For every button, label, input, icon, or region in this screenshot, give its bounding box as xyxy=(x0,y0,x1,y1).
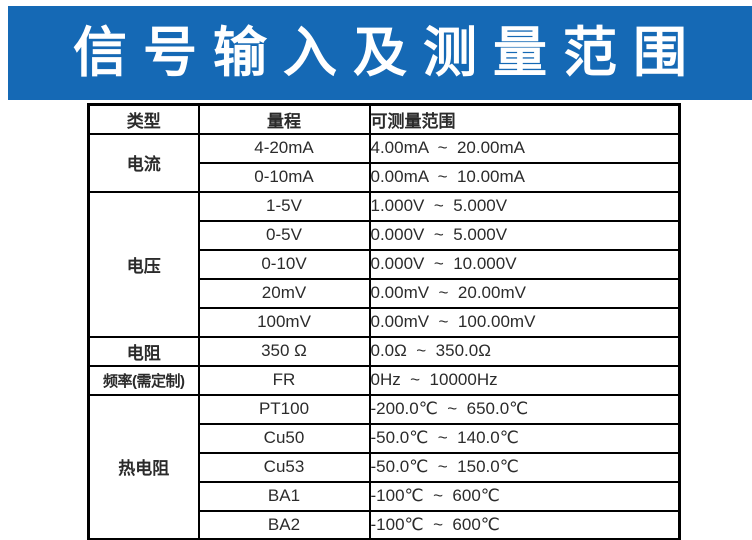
range-cell: 20mV xyxy=(197,277,371,309)
range-cell: 4-20mA xyxy=(197,132,371,164)
table-row: 电流 4-20mA 4.00mA ~ 20.00mA xyxy=(87,132,681,193)
type-cell-rtd: 热电阻 xyxy=(87,393,200,540)
range-cell: FR xyxy=(197,364,371,396)
range-cell: BA1 xyxy=(197,480,371,512)
type-cell-current: 电流 xyxy=(87,132,200,193)
signal-range-table: 类型 量程 可测量范围 电流 4-20mA 4.00mA ~ 20.00mA 0… xyxy=(87,103,681,540)
range-cell: BA2 xyxy=(197,509,371,540)
range-cell: 0-10V xyxy=(197,248,371,280)
table-row: 电阻 350 Ω 0.0Ω ~ 350.0Ω xyxy=(87,335,681,367)
measure-cell: 0.000V ~ 5.000V xyxy=(368,219,681,251)
measure-cell: 0Hz ~ 10000Hz xyxy=(368,364,681,396)
measure-cell: 0.000V ~ 10.000V xyxy=(368,248,681,280)
table-row: BA2 -100℃ ~ 600℃ xyxy=(89,509,681,540)
column-header-range: 量程 xyxy=(197,103,371,135)
table-row: Cu53 -50.0℃ ~ 150.0℃ xyxy=(89,451,681,483)
measure-cell: -200.0℃ ~ 650.0℃ xyxy=(368,393,681,425)
range-cell: Cu50 xyxy=(197,422,371,454)
type-cell-resistance: 电阻 xyxy=(87,335,200,367)
range-cell: 0-5V xyxy=(197,219,371,251)
header-row: 类型 量程 可测量范围 xyxy=(87,103,681,135)
table-row: 100mV 0.00mV ~ 100.00mV xyxy=(89,306,681,338)
table-row: 0-10V 0.000V ~ 10.000V xyxy=(89,248,681,280)
measure-cell: -100℃ ~ 600℃ xyxy=(368,509,681,540)
measure-cell: -50.0℃ ~ 150.0℃ xyxy=(368,451,681,483)
table-row: 0-5V 0.000V ~ 5.000V xyxy=(89,219,681,251)
table-row: 频率(需定制) FR 0Hz ~ 10000Hz xyxy=(87,364,681,396)
table-row: 热电阻 PT100 -200.0℃ ~ 650.0℃ xyxy=(87,393,681,540)
table-row: BA1 -100℃ ~ 600℃ xyxy=(89,480,681,512)
page-title: 信号输入及测量范围 xyxy=(73,23,703,83)
range-cell: PT100 xyxy=(197,393,371,425)
range-cell: Cu53 xyxy=(197,451,371,483)
range-cell: 100mV xyxy=(197,306,371,338)
measure-cell: 1.000V ~ 5.000V xyxy=(368,190,681,222)
range-cell: 350 Ω xyxy=(197,335,371,367)
measure-cell: 0.00mA ~ 10.00mA xyxy=(368,161,681,193)
column-header-measure: 可测量范围 xyxy=(368,103,681,135)
range-cell: 1-5V xyxy=(197,190,371,222)
measure-cell: 0.00mV ~ 20.00mV xyxy=(368,277,681,309)
measure-cell: 0.00mV ~ 100.00mV xyxy=(368,306,681,338)
title-banner: 信号输入及测量范围 xyxy=(8,6,752,100)
measure-cell: -100℃ ~ 600℃ xyxy=(368,480,681,512)
table-row: 0-10mA 0.00mA ~ 10.00mA xyxy=(89,161,681,193)
measure-cell: 0.0Ω ~ 350.0Ω xyxy=(368,335,681,367)
type-cell-voltage: 电压 xyxy=(87,190,200,338)
table-row: 电压 1-5V 1.000V ~ 5.000V xyxy=(87,190,681,338)
measure-cell: 4.00mA ~ 20.00mA xyxy=(368,132,681,164)
column-header-type: 类型 xyxy=(87,103,200,135)
table-row: Cu50 -50.0℃ ~ 140.0℃ xyxy=(89,422,681,454)
range-cell: 0-10mA xyxy=(197,161,371,193)
table-row: 20mV 0.00mV ~ 20.00mV xyxy=(89,277,681,309)
type-cell-frequency: 频率(需定制) xyxy=(87,364,200,396)
measure-cell: -50.0℃ ~ 140.0℃ xyxy=(368,422,681,454)
